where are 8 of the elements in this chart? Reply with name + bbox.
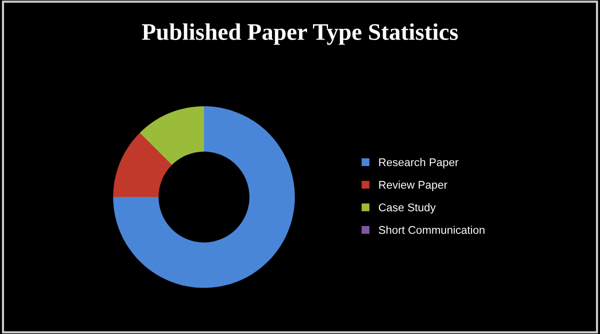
donut-slice xyxy=(113,106,295,288)
legend-label: Review Paper xyxy=(379,180,448,191)
donut-slice xyxy=(113,132,172,198)
legend-label: Short Communication xyxy=(378,226,484,234)
legend-label: Case Study xyxy=(378,203,436,214)
donut-slice xyxy=(140,106,204,165)
chart-title: Published Paper Type Statistics xyxy=(142,23,458,45)
legend-label: Research Paper xyxy=(379,158,458,168)
